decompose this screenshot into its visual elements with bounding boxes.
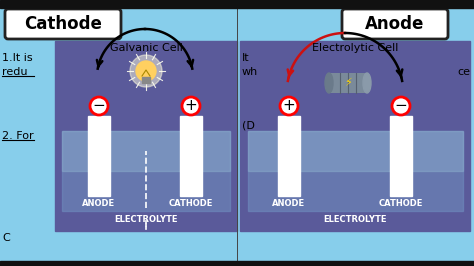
- Text: ANODE: ANODE: [273, 200, 306, 209]
- Bar: [329, 73, 367, 93]
- Bar: [278, 116, 300, 196]
- Bar: [0, 261, 474, 266]
- Text: ELECTROLYTE: ELECTROLYTE: [323, 215, 387, 225]
- Bar: [390, 116, 412, 196]
- FancyBboxPatch shape: [342, 9, 448, 39]
- Circle shape: [130, 55, 162, 87]
- Circle shape: [182, 97, 200, 115]
- Text: Cathode: Cathode: [24, 15, 102, 33]
- Circle shape: [90, 97, 108, 115]
- Circle shape: [136, 61, 156, 81]
- Circle shape: [280, 97, 298, 115]
- Text: Anode: Anode: [365, 15, 425, 33]
- Text: +: +: [185, 98, 197, 114]
- Text: CATHODE: CATHODE: [169, 200, 213, 209]
- Text: C: C: [2, 233, 10, 243]
- Bar: [0, 0, 474, 8]
- Text: (D: (D: [242, 121, 255, 131]
- Bar: [62, 131, 230, 211]
- Bar: [62, 131, 230, 171]
- Text: ELECTROLYTE: ELECTROLYTE: [114, 215, 178, 225]
- Text: −: −: [395, 98, 407, 114]
- Text: It: It: [242, 53, 250, 63]
- Text: redu: redu: [2, 67, 27, 77]
- Text: +: +: [283, 98, 295, 114]
- Text: ANODE: ANODE: [82, 200, 116, 209]
- Text: 2. For: 2. For: [2, 131, 34, 141]
- Text: Galvanic Cell: Galvanic Cell: [109, 43, 182, 53]
- Ellipse shape: [325, 73, 333, 93]
- Circle shape: [392, 97, 410, 115]
- Bar: [248, 131, 463, 211]
- Ellipse shape: [363, 73, 371, 93]
- Text: ⚡: ⚡: [344, 78, 352, 88]
- Bar: [240, 41, 470, 231]
- Text: Electrolytic Cell: Electrolytic Cell: [312, 43, 398, 53]
- Bar: [180, 116, 202, 196]
- Text: wh: wh: [242, 67, 258, 77]
- Bar: [248, 131, 463, 171]
- Bar: [88, 116, 110, 196]
- Bar: [55, 41, 237, 231]
- Text: CATHODE: CATHODE: [379, 200, 423, 209]
- FancyBboxPatch shape: [5, 9, 121, 39]
- Text: 1.It is: 1.It is: [2, 53, 33, 63]
- Text: −: −: [92, 98, 105, 114]
- Text: ce: ce: [457, 67, 470, 77]
- Bar: [142, 77, 150, 83]
